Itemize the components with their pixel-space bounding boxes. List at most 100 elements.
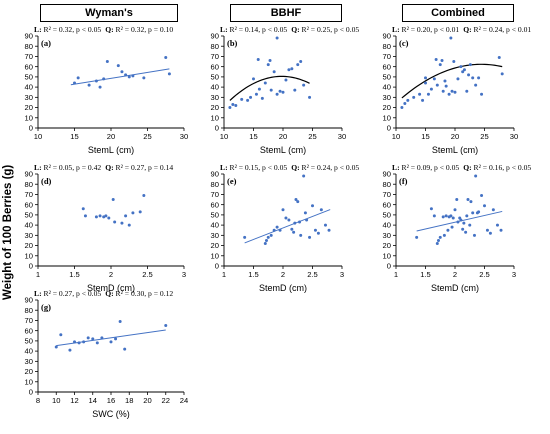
stats-linear-value: R² = 0.27, p < 0.05 bbox=[44, 289, 102, 298]
data-point bbox=[98, 85, 102, 89]
data-point bbox=[278, 89, 282, 93]
y-tick-label: 80 bbox=[383, 180, 391, 189]
y-tick-label: 60 bbox=[25, 326, 33, 335]
data-point bbox=[499, 228, 503, 232]
stats-linear-value: R² = 0.14, p < 0.05 bbox=[230, 25, 288, 34]
data-point bbox=[450, 225, 454, 229]
data-point bbox=[272, 228, 276, 232]
data-point bbox=[308, 95, 312, 99]
data-point bbox=[432, 214, 436, 218]
y-tick-label: 20 bbox=[211, 103, 219, 112]
data-point bbox=[77, 341, 81, 345]
y-tick-label: 80 bbox=[25, 42, 33, 51]
data-point bbox=[275, 225, 279, 229]
data-point bbox=[131, 74, 135, 78]
fit-line bbox=[416, 210, 503, 232]
data-point bbox=[268, 59, 272, 63]
data-point bbox=[453, 90, 457, 94]
panel-stats: L: R² = 0.20, p < 0.01 Q: R² = 0.24, p < … bbox=[392, 25, 531, 34]
x-tick-label: 30 bbox=[510, 132, 518, 141]
data-point bbox=[167, 72, 171, 76]
data-point bbox=[254, 92, 258, 96]
x-tick-label: 1.5 bbox=[248, 270, 259, 279]
data-point bbox=[464, 230, 468, 234]
data-point bbox=[467, 73, 471, 77]
y-tick-label: 70 bbox=[383, 52, 391, 61]
y-tick-label: 30 bbox=[383, 93, 391, 102]
data-point bbox=[260, 96, 264, 100]
y-tick-label: 30 bbox=[383, 231, 391, 240]
y-tick-label: 40 bbox=[25, 83, 33, 92]
data-point bbox=[400, 106, 404, 110]
y-tick-label: 80 bbox=[383, 42, 391, 51]
y-tick-label: 60 bbox=[383, 62, 391, 71]
data-point bbox=[462, 221, 466, 225]
data-point bbox=[269, 88, 273, 92]
data-point bbox=[94, 79, 98, 83]
data-point bbox=[465, 214, 469, 218]
x-tick-label: 30 bbox=[338, 132, 346, 141]
y-tick-label: 40 bbox=[25, 221, 33, 230]
panel-label: (f) bbox=[399, 176, 408, 186]
data-point bbox=[243, 235, 247, 239]
panel-label: (d) bbox=[41, 176, 52, 186]
data-point bbox=[323, 223, 327, 227]
data-point bbox=[95, 341, 99, 345]
data-point bbox=[488, 231, 492, 235]
y-tick-label: 80 bbox=[25, 306, 33, 315]
y-tick-label: 0 bbox=[215, 262, 219, 271]
x-tick-label: 8 bbox=[36, 396, 40, 405]
x-tick-label: 25 bbox=[480, 132, 488, 141]
data-point bbox=[299, 233, 303, 237]
x-tick-label: 10 bbox=[392, 132, 400, 141]
y-tick-label: 0 bbox=[29, 262, 33, 271]
data-point bbox=[497, 55, 501, 59]
stats-quadratic-value: R² = 0.30, p = 0.12 bbox=[116, 289, 174, 298]
data-point bbox=[461, 227, 465, 231]
panel-f: L: R² = 0.09, p < 0.05 Q: R² = 0.16, p < … bbox=[383, 163, 532, 293]
stats-quadratic-value: R² = 0.27, p = 0.14 bbox=[116, 163, 174, 172]
data-point bbox=[278, 228, 282, 232]
y-tick-label: 40 bbox=[211, 221, 219, 230]
stats-quadratic-tag: Q: bbox=[463, 25, 473, 34]
data-point bbox=[293, 221, 297, 225]
data-point bbox=[450, 89, 454, 93]
y-tick-label: 70 bbox=[211, 190, 219, 199]
y-tick-label: 70 bbox=[25, 52, 33, 61]
data-point bbox=[447, 92, 451, 96]
x-tick-label: 1 bbox=[394, 270, 398, 279]
data-point bbox=[293, 88, 297, 92]
data-point bbox=[480, 92, 484, 96]
x-tick-label: 10 bbox=[34, 132, 42, 141]
data-point bbox=[131, 211, 135, 215]
y-tick-label: 40 bbox=[25, 347, 33, 356]
data-point bbox=[319, 208, 323, 212]
data-point bbox=[468, 223, 472, 227]
data-point bbox=[449, 36, 453, 40]
x-tick-label: 20 bbox=[451, 132, 459, 141]
y-tick-label: 90 bbox=[25, 32, 33, 41]
data-point bbox=[287, 218, 291, 222]
x-tick-label: 20 bbox=[107, 132, 115, 141]
y-tick-label: 30 bbox=[25, 93, 33, 102]
panel-d: L: R² = 0.05, p = 0.42 Q: R² = 0.27, p = … bbox=[25, 163, 187, 293]
x-tick-label: 30 bbox=[180, 132, 188, 141]
stats-quadratic-tag: Q: bbox=[463, 163, 473, 172]
panel-stats: L: R² = 0.09, p < 0.05 Q: R² = 0.16, p < … bbox=[392, 163, 531, 172]
fit-line bbox=[244, 209, 331, 244]
x-tick-label: 3 bbox=[182, 270, 186, 279]
data-point bbox=[461, 70, 465, 74]
panel-e: L: R² = 0.15, p < 0.05 Q: R² = 0.24, p < … bbox=[211, 163, 360, 293]
data-point bbox=[73, 81, 76, 85]
data-point bbox=[234, 104, 238, 108]
data-point bbox=[127, 223, 131, 227]
stats-quadratic-tag: Q: bbox=[105, 289, 115, 298]
data-point bbox=[266, 235, 270, 239]
stats-linear-tag: L: bbox=[220, 25, 230, 34]
y-tick-label: 50 bbox=[383, 72, 391, 81]
data-point bbox=[252, 77, 255, 81]
data-point bbox=[269, 233, 273, 237]
data-point bbox=[483, 204, 486, 208]
y-tick-label: 30 bbox=[211, 93, 219, 102]
data-point bbox=[107, 216, 111, 220]
